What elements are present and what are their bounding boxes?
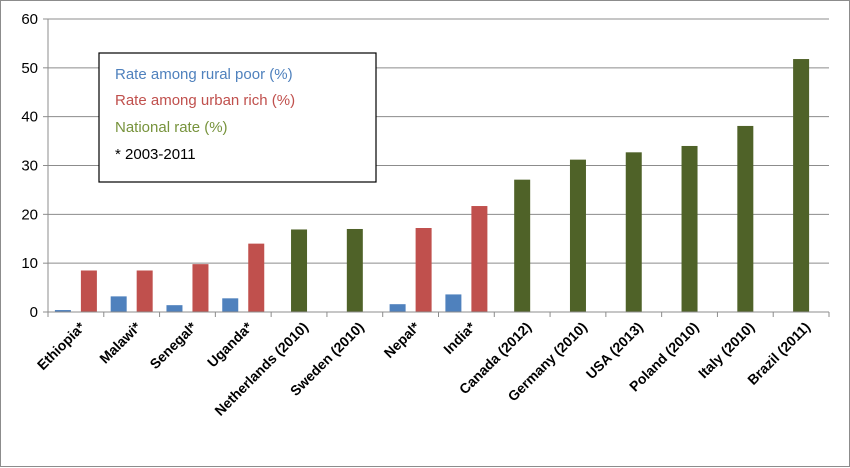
bar-urban-rich [136,270,153,312]
x-category-label: Netherlands (2010) [211,319,311,419]
x-category-label: Senegal* [146,318,200,372]
y-axis-ticks: 0 10 20 30 40 50 60 [21,11,38,321]
bar-national-rate [625,152,642,312]
x-category-label: Nepal* [381,318,424,361]
bar-national-rate [793,59,810,312]
bar-rural-poor [110,296,127,312]
bar-urban-rich [471,206,488,312]
legend-box [98,52,377,183]
legend-entry-national-rate: National rate (%) [115,119,228,136]
bar-urban-rich [192,264,209,312]
bar-rural-poor [389,304,406,312]
bar-rural-poor [166,305,183,312]
bar-rural-poor [222,298,239,312]
bar-urban-rich [80,270,97,312]
legend-entry-rural-poor: Rate among rural poor (%) [115,66,293,83]
x-category-label: India* [440,318,479,357]
bars [54,59,810,312]
bar-national-rate [346,228,363,312]
x-category-label: Uganda* [204,318,256,370]
y-tick-label: 50 [21,60,38,77]
y-tick-label: 0 [30,304,38,321]
y-tick-label: 60 [21,11,38,28]
y-tick-label: 30 [21,158,38,175]
bar-national-rate [291,229,308,312]
legend-note-years: * 2003-2011 [115,146,196,163]
legend-entry-urban-rich: Rate among urban rich (%) [115,92,295,109]
x-axis-labels: Ethiopia* Malawi* Senegal* Uganda*Netherlan… [34,318,813,418]
y-tick-label: 20 [21,206,38,223]
bar-urban-rich [415,228,432,312]
bar-rural-poor [445,294,462,312]
y-tick-label: 40 [21,109,38,126]
axes [43,18,830,317]
x-category-label: Malawi* [96,318,144,366]
bar-rural-poor [54,310,71,312]
bar-national-rate [681,145,698,312]
bar-urban-rich [248,243,265,312]
legend: Rate among rural poor (%) Rate among urb… [98,52,377,183]
bar-national-rate [569,159,586,312]
y-tick-label: 10 [21,255,38,272]
bar-national-rate [514,179,531,312]
x-category-label: Ethiopia* [34,318,89,373]
bar-national-rate [737,125,754,312]
